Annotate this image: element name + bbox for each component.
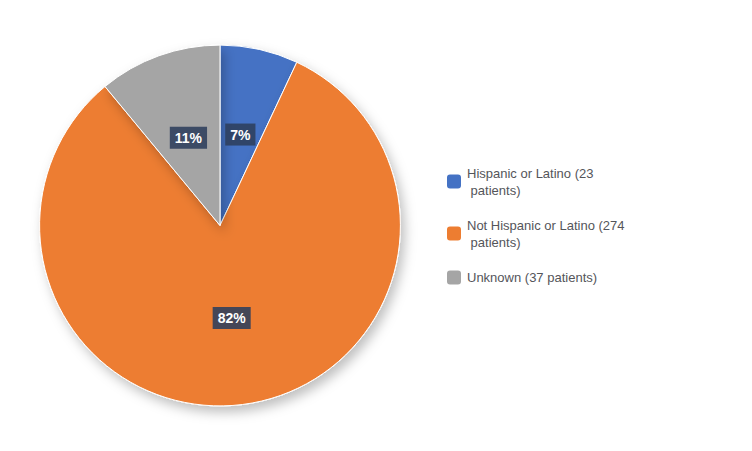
svg-text:Hispanic or Latino (23: Hispanic or Latino (23: [467, 166, 593, 181]
svg-text:patients): patients): [467, 183, 520, 198]
svg-text:82%: 82%: [218, 310, 247, 326]
svg-text:Not Hispanic or Latino (274: Not Hispanic or Latino (274: [467, 218, 625, 233]
svg-text:7%: 7%: [230, 127, 251, 143]
svg-text:patients): patients): [467, 235, 520, 250]
svg-text:11%: 11%: [175, 130, 203, 146]
svg-text:Unknown (37 patients): Unknown (37 patients): [467, 270, 597, 285]
